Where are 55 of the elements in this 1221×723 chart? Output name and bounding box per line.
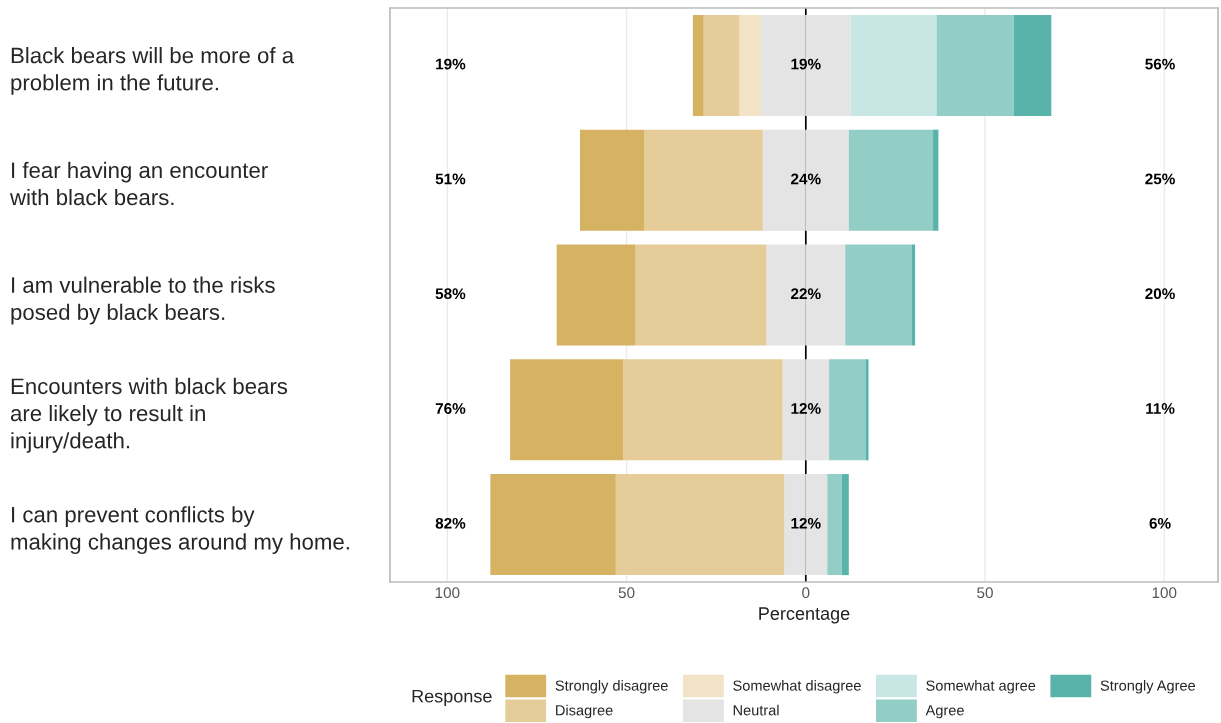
x-axis-title: Percentage bbox=[759, 607, 850, 624]
legend-label: Neutral bbox=[733, 704, 779, 716]
legend-label: Somewhat agree bbox=[926, 680, 1036, 694]
bar bbox=[615, 474, 785, 576]
legend-label: Strongly disagree bbox=[555, 680, 668, 694]
y-tick-label: I am vulnerable to the risks posed by black bears. bbox=[11, 276, 275, 325]
x-tick-label: 100 bbox=[1152, 587, 1177, 599]
bar bbox=[866, 359, 869, 461]
bar bbox=[635, 244, 767, 346]
bar bbox=[850, 14, 937, 116]
annotation: 22% bbox=[791, 288, 821, 300]
bar bbox=[1013, 14, 1052, 116]
bar bbox=[936, 14, 1014, 116]
annotation: 76% bbox=[435, 403, 466, 414]
annotation: 56% bbox=[1145, 58, 1175, 70]
legend-label: Strongly Agree bbox=[1100, 680, 1196, 694]
annotation: 19% bbox=[791, 58, 821, 70]
annotation: 11% bbox=[1146, 403, 1175, 414]
bar bbox=[841, 474, 849, 576]
bar bbox=[579, 129, 645, 231]
y-tick-label: I can prevent conflicts by making changes around my home. bbox=[11, 506, 349, 555]
x-tick-label: 0 bbox=[802, 587, 810, 599]
bar bbox=[692, 14, 704, 116]
annotation: 19% bbox=[436, 58, 466, 70]
annotation: 12% bbox=[791, 517, 821, 529]
bar bbox=[703, 14, 740, 116]
annotation: 58% bbox=[435, 288, 466, 300]
bar bbox=[739, 14, 761, 116]
legend-label: Somewhat disagree bbox=[733, 680, 861, 694]
x-tick-label: 50 bbox=[977, 587, 993, 599]
legend-label: Disagree bbox=[556, 704, 613, 719]
y-tick-label: Encounters with black bears are likely to result in injury/death. bbox=[10, 377, 288, 453]
bar bbox=[510, 359, 623, 461]
bar bbox=[827, 474, 842, 576]
x-tick-label: 100 bbox=[435, 587, 460, 599]
legend-label: Agree bbox=[925, 705, 964, 719]
bar bbox=[845, 244, 912, 346]
annotation: 12% bbox=[791, 403, 821, 414]
bar bbox=[622, 359, 783, 461]
bar bbox=[556, 244, 636, 346]
y-tick-label: Black bears will be more of a problem in the future. bbox=[11, 46, 295, 95]
legend-title: Response bbox=[412, 689, 492, 707]
annotation: 82% bbox=[435, 517, 466, 529]
bar bbox=[644, 129, 763, 231]
x-tick-label: 50 bbox=[618, 587, 635, 599]
annotation: 25% bbox=[1145, 173, 1175, 185]
bar bbox=[829, 359, 867, 461]
bar bbox=[490, 474, 616, 576]
annotation: 24% bbox=[791, 173, 821, 185]
bar bbox=[933, 129, 939, 231]
annotation: 6% bbox=[1149, 517, 1171, 529]
annotation: 51% bbox=[435, 173, 466, 185]
y-tick-label: I fear having an encounter with black bears. bbox=[9, 161, 268, 206]
annotation: 20% bbox=[1145, 288, 1175, 300]
bar bbox=[848, 129, 934, 231]
